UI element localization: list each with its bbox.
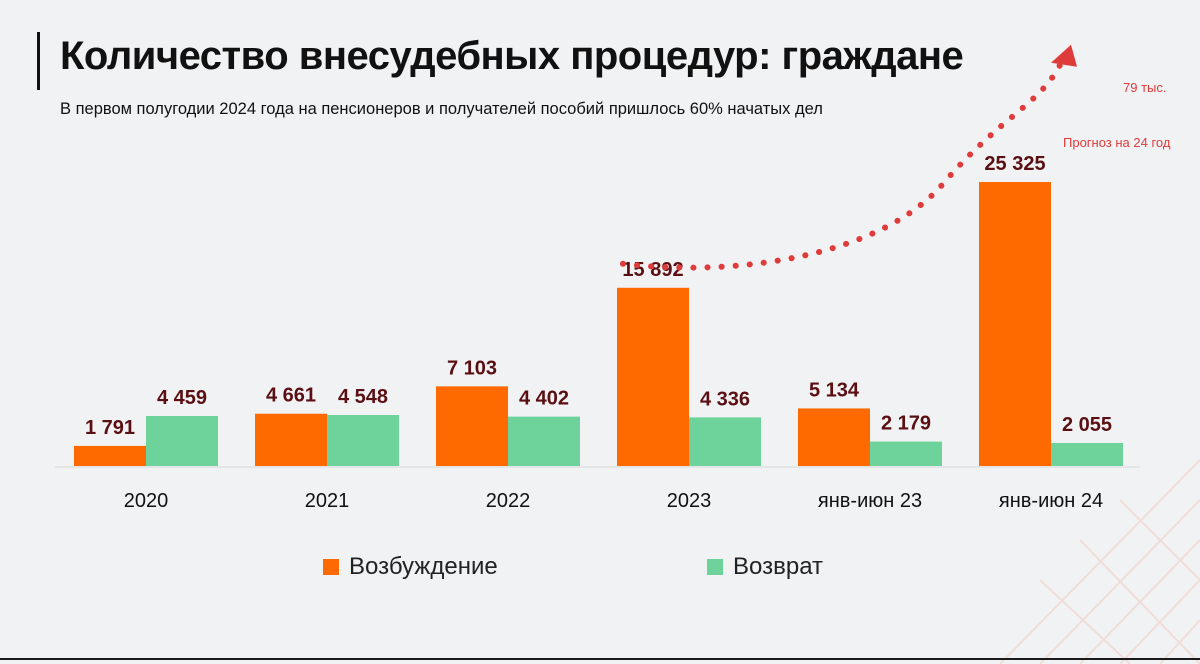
legend-item-series2: Возврат (707, 553, 823, 581)
bar-returned-3 (689, 417, 761, 466)
data-label: 7 103 (447, 357, 497, 379)
background-decoration (999, 459, 1200, 664)
bars-layer (74, 182, 1123, 466)
page-subtitle: В первом полугодии 2024 года на пенсионе… (60, 100, 823, 118)
legend-label-series2: Возврат (733, 553, 823, 580)
data-label: 4 336 (700, 388, 750, 410)
bar-initiated-4 (798, 408, 870, 466)
bar-initiated-3 (617, 287, 689, 466)
bar-returned-0 (146, 415, 218, 466)
bottom-border (0, 658, 1200, 660)
bar-initiated-5 (979, 182, 1051, 466)
legend-item-series1: Возбуждение (323, 553, 498, 581)
forecast-dotted-line (620, 55, 1066, 271)
legend-label-series1: Возбуждение (349, 553, 498, 580)
data-label: 2 055 (1062, 414, 1112, 436)
data-label: 25 325 (984, 153, 1045, 175)
category-label: 2023 (667, 490, 712, 512)
forecast-value: 79 тыс. (1123, 80, 1167, 95)
title-accent-bar (37, 32, 40, 90)
bar-initiated-1 (255, 413, 327, 466)
bar-returned-4 (870, 441, 942, 466)
legend-swatch-green (707, 559, 723, 575)
category-label: янв-июн 23 (818, 490, 922, 512)
data-labels-layer: 1 791 4 459 4 661 4 548 7 103 4 402 15 892 4 33… (85, 153, 1112, 439)
data-label: 4 661 (266, 385, 316, 407)
category-label: 2020 (124, 490, 169, 512)
forecast-label: Прогноз на 24 год (1063, 135, 1171, 150)
data-label: 2 179 (881, 413, 931, 435)
category-labels-layer: 2020 2021 2022 2023 янв-июн 23 янв-июн 24 (124, 490, 1103, 512)
page-title: Количество внесудебных процедур: граждан… (60, 34, 964, 78)
bar-returned-2 (508, 416, 580, 466)
bar-initiated-0 (74, 445, 146, 466)
category-label: янв-июн 24 (999, 490, 1103, 512)
data-label: 4 548 (338, 386, 388, 408)
category-label: 2022 (486, 490, 531, 512)
bar-initiated-2 (436, 386, 508, 466)
data-label: 4 402 (519, 388, 569, 410)
data-label: 4 459 (157, 387, 207, 409)
category-label: 2021 (305, 490, 350, 512)
data-label: 15 892 (622, 259, 683, 281)
bar-returned-5 (1051, 442, 1123, 466)
data-label: 1 791 (85, 417, 135, 439)
data-label: 5 134 (809, 379, 860, 401)
forecast-arrow-icon (1051, 44, 1077, 67)
bar-returned-1 (327, 414, 399, 466)
legend-swatch-orange (323, 559, 339, 575)
